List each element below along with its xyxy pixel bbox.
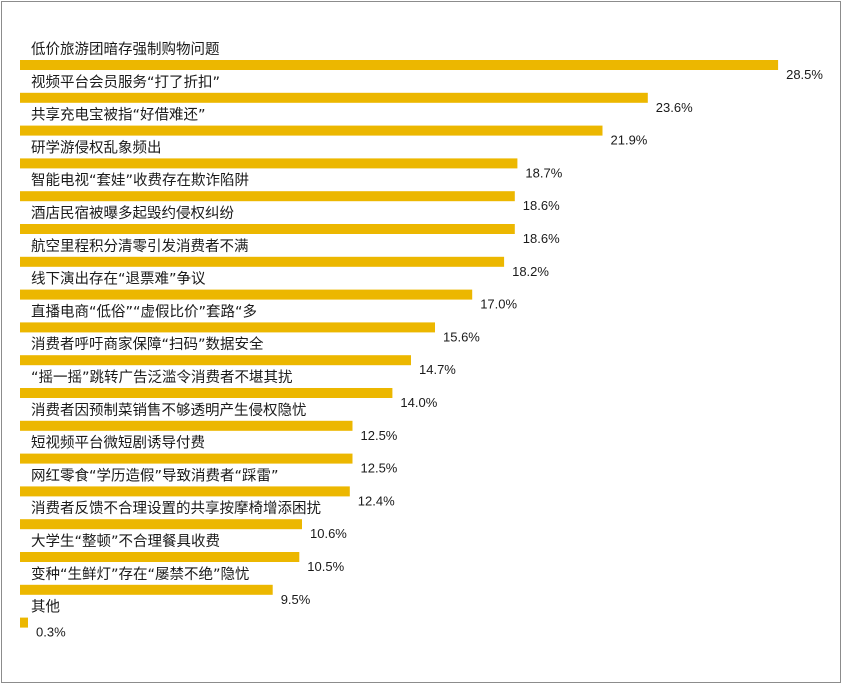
category-label: 线下演出存在“退票难”争议 <box>31 270 206 288</box>
value-label: 14.0% <box>400 395 437 410</box>
category-label: 消费者呼吁商家保障“扫码”数据安全 <box>31 335 264 353</box>
category-label: 视频平台会员服务“打了折扣” <box>31 74 220 91</box>
category-label: 其他 <box>31 599 60 616</box>
bar <box>20 453 353 464</box>
bar <box>20 191 515 202</box>
category-label: 低价旅游团暗存强制购物问题 <box>31 41 220 58</box>
category-label: 短视频平台微短剧诱导付费 <box>31 435 205 452</box>
bar <box>20 617 28 628</box>
value-label: 9.5% <box>281 592 311 607</box>
bar <box>20 519 302 530</box>
value-label: 18.6% <box>523 231 560 246</box>
value-label: 0.3% <box>36 625 66 640</box>
category-label: 网红零食“学历造假”导致消费者“踩雷” <box>31 467 279 484</box>
bar <box>20 552 300 562</box>
category-label: 大学生“整顿”不合理餐具收费 <box>31 533 220 550</box>
bar <box>20 125 603 136</box>
bar <box>20 355 411 366</box>
category-label: 消费者反馈不合理设置的共享按摩椅增添困扰 <box>31 499 321 517</box>
category-label: 航空里程积分清零引发消费者不满 <box>31 238 249 255</box>
bar <box>20 256 505 267</box>
value-label: 17.0% <box>480 297 517 312</box>
bar <box>20 224 515 234</box>
category-label: 共享充电宝被指“好借难还” <box>31 107 206 124</box>
category-label: 直播电商“低俗”“虚假比价”套路“多 <box>31 303 257 320</box>
bar <box>20 92 648 103</box>
category-label: 研学游侵权乱象频出 <box>31 139 162 156</box>
category-label: “摇一摇”跳转广告泛滥令消费者不堪其扰 <box>31 369 293 386</box>
bar <box>20 584 273 595</box>
value-label: 14.7% <box>419 362 456 377</box>
bar <box>20 420 353 431</box>
bar <box>20 289 473 300</box>
value-label: 12.5% <box>361 461 398 476</box>
category-label: 酒店民宿被曝多起毁约侵权纠纷 <box>31 205 234 222</box>
value-label: 18.2% <box>512 264 549 279</box>
value-label: 21.9% <box>611 133 648 148</box>
bar <box>20 60 779 70</box>
bar <box>20 388 393 398</box>
value-label: 23.6% <box>656 100 693 115</box>
value-label: 12.4% <box>358 493 395 508</box>
value-label: 28.5% <box>786 67 823 82</box>
value-label: 10.5% <box>307 559 344 574</box>
value-label: 12.5% <box>361 428 398 443</box>
category-label: 消费者因预制菜销售不够透明产生侵权隐忧 <box>31 402 307 419</box>
category-label: 变种“生鲜灯”存在“屡禁不绝”隐忧 <box>31 566 250 583</box>
bar <box>20 322 435 333</box>
bar <box>20 158 518 169</box>
value-label: 18.7% <box>525 165 562 180</box>
value-label: 18.6% <box>523 198 560 213</box>
value-label: 10.6% <box>310 526 347 541</box>
bar <box>20 486 350 497</box>
category-label: 智能电视“套娃”收费存在欺诈陷阱 <box>31 172 249 189</box>
value-label: 15.6% <box>443 329 480 344</box>
